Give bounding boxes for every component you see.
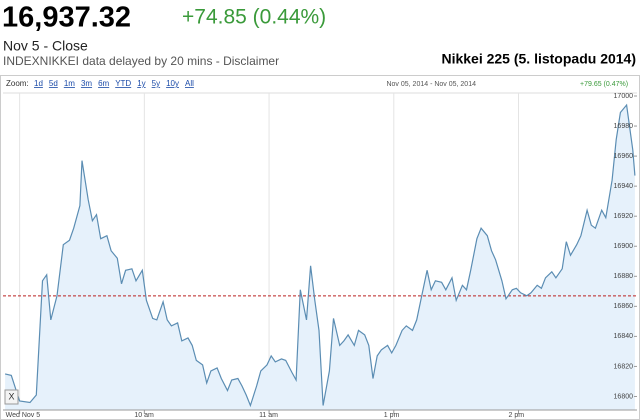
y-tick-label: 16880 <box>614 273 634 280</box>
close-date: Nov 5 - Close <box>3 38 88 54</box>
zoom-option[interactable]: 5y <box>152 79 160 88</box>
zoom-option[interactable]: 1m <box>64 79 75 88</box>
close-button-box[interactable] <box>4 389 19 405</box>
x-tick-label: 2 pm <box>509 412 525 419</box>
zoom-option[interactable]: 6m <box>98 79 109 88</box>
zoom-option[interactable]: YTD <box>115 79 131 88</box>
y-tick-label: 16820 <box>614 363 634 370</box>
price: 16,937.32 <box>2 2 131 34</box>
x-tick-label: 10 am <box>134 412 154 419</box>
zoom-label: Zoom: <box>6 79 29 88</box>
close-button[interactable]: X <box>8 391 14 401</box>
y-tick-label: 16940 <box>614 183 634 190</box>
zoom-option[interactable]: All <box>185 79 194 88</box>
price-change: +74.85 (0.44%) <box>182 6 326 29</box>
y-tick-label: 16920 <box>614 213 634 220</box>
x-tick-label: Wed Nov 5 <box>6 412 41 419</box>
y-tick-label: 17000 <box>614 93 634 100</box>
y-tick-label: 16960 <box>614 153 634 160</box>
range: Nov 05, 2014 - Nov 05, 2014 <box>386 81 476 88</box>
zoom-option[interactable]: 3m <box>81 79 92 88</box>
x-tick-label: 1 pm <box>384 412 400 419</box>
disclaimer[interactable]: INDEXNIKKEI data delayed by 20 mins - Di… <box>3 54 279 68</box>
price-line <box>4 103 636 408</box>
y-tick-label: 16840 <box>614 333 634 340</box>
y-tick-label: 16860 <box>614 303 634 310</box>
zoom-option[interactable]: 5d <box>49 79 58 88</box>
zoom-option[interactable]: 1d <box>34 79 43 88</box>
zoom-option[interactable]: 10y <box>166 79 179 88</box>
area <box>5 105 635 410</box>
y-tick-label: 16900 <box>614 243 634 250</box>
chart-label: Nikkei 225 (5. listopadu 2014) <box>441 51 636 67</box>
zoom-options: 1d 5d 1m 3m 6m YTD 1y 5y 10y All <box>34 79 194 88</box>
plot: 16800 16820 16840 16860 16880 16900 16920 16940… <box>3 92 637 419</box>
y-tick-label: 16980 <box>614 123 634 130</box>
range-change: +79.65 (0.47%) <box>580 81 628 88</box>
zoom-option[interactable]: 1y <box>137 79 145 88</box>
y-tick-label: 16800 <box>614 393 634 400</box>
x-tick-label: 11 am <box>259 412 278 419</box>
